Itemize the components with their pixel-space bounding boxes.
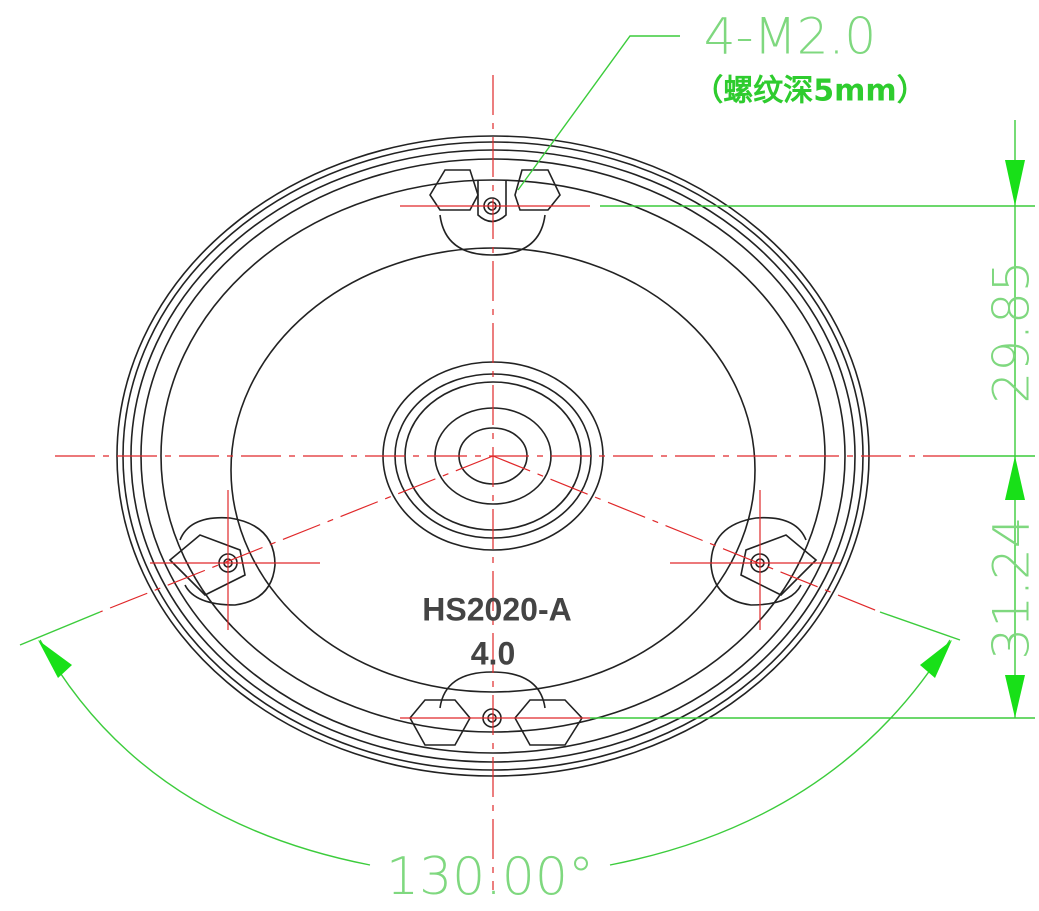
angle-dimension: 130.00° <box>386 847 594 907</box>
model-label: HS2020-A <box>422 591 571 627</box>
lower-dimension: 31.24 <box>983 516 1039 659</box>
drawing: 4-M2.0 （螺纹深5mm） 29.85 31.24 130.00° HS20… <box>0 0 1039 911</box>
upper-dimension: 29.85 <box>983 260 1039 403</box>
version-label: 4.0 <box>471 635 515 671</box>
thread-depth-note: （螺纹深5mm） <box>693 74 926 109</box>
page: 4-M2.0 （螺纹深5mm） 29.85 31.24 130.00° HS20… <box>0 0 1039 911</box>
thread-callout: 4-M2.0 <box>704 8 877 66</box>
